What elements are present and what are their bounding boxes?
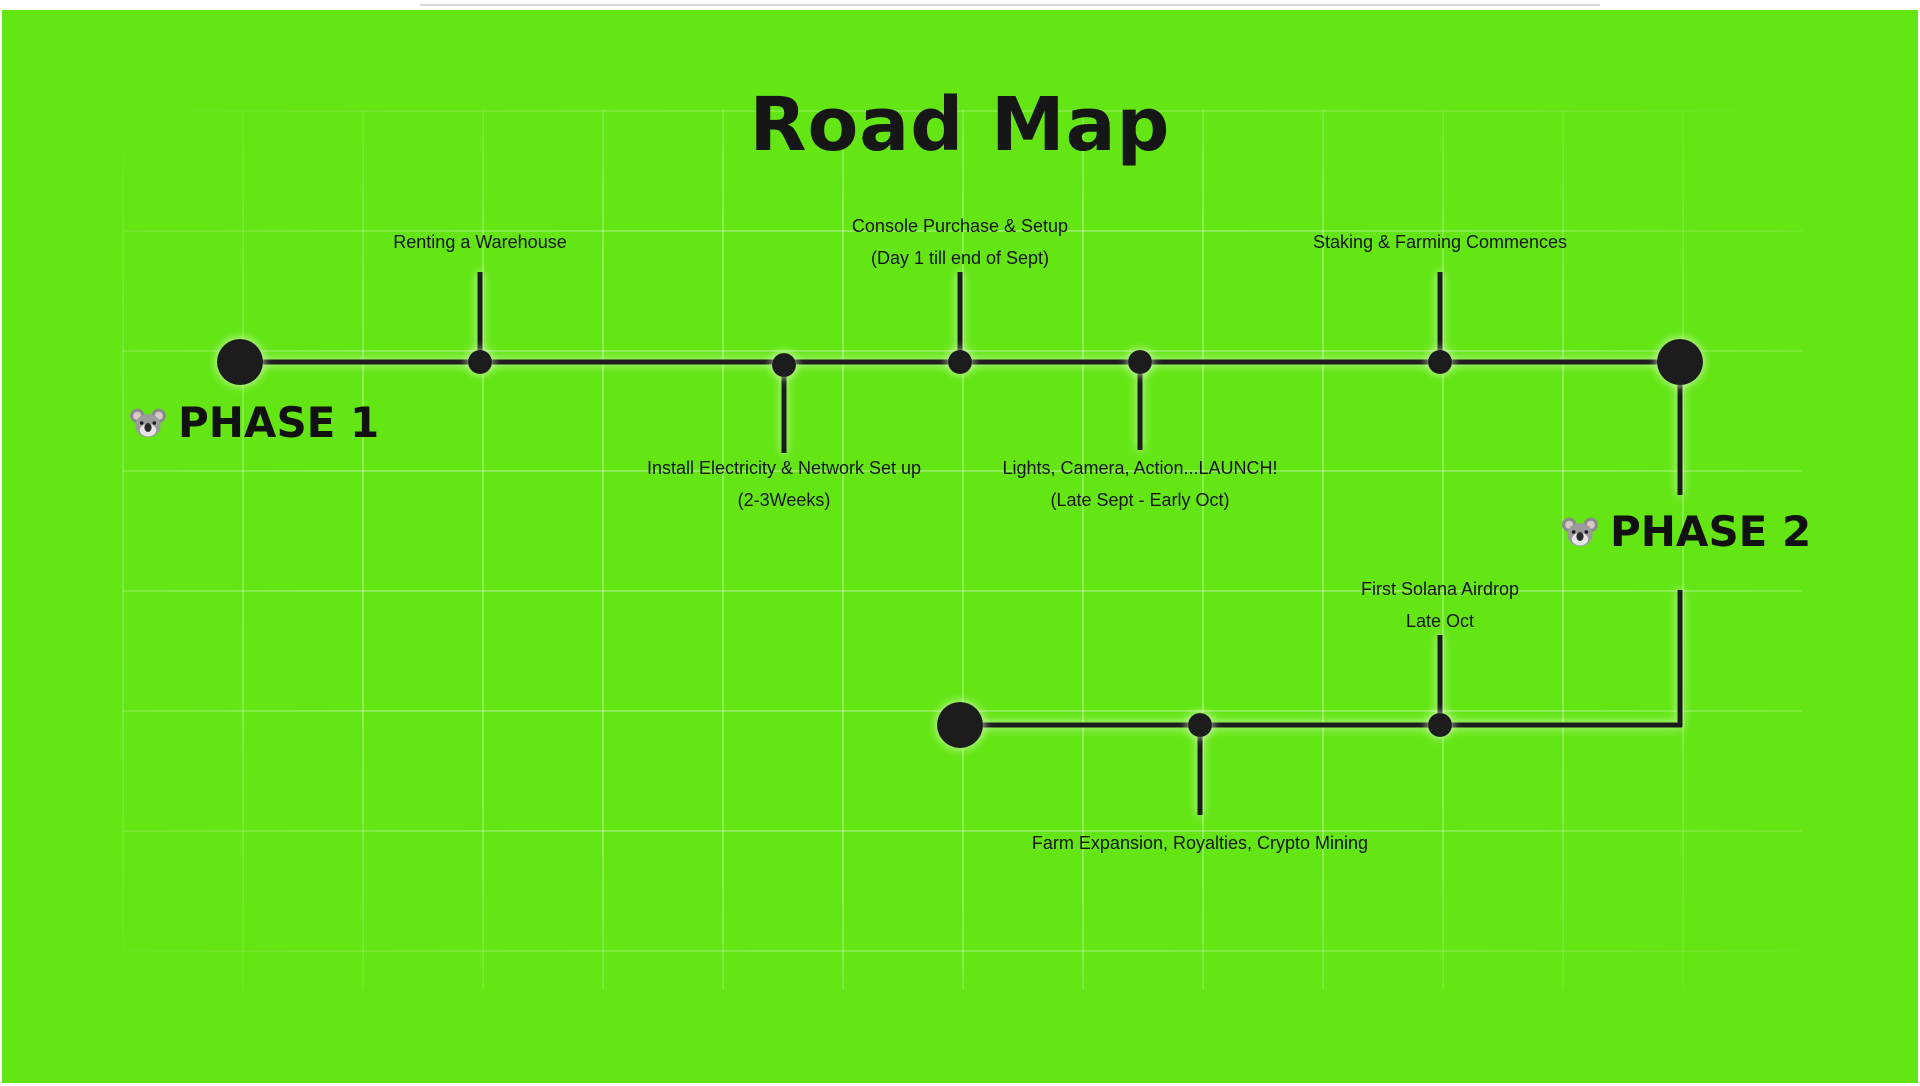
phase2-text: PHASE 2 — [1610, 507, 1812, 556]
milestone-label-warehouse: Renting a Warehouse — [393, 232, 567, 252]
milestone-node — [1128, 350, 1152, 374]
milestone-label-electricity: Install Electricity & Network Set up (2-… — [646, 458, 922, 510]
page-title: Road Map — [749, 82, 1171, 168]
milestone-label-console: Console Purchase & Setup (Day 1 till end… — [851, 216, 1069, 268]
phase1-text: PHASE 1 — [178, 398, 380, 447]
background-grid — [122, 110, 1802, 990]
koala-icon — [1562, 517, 1598, 546]
milestone-node — [1428, 350, 1452, 374]
milestone-node — [1188, 713, 1212, 737]
milestone-label-launch: Lights, Camera, Action...LAUNCH! (Late S… — [1002, 458, 1278, 510]
phase2-end-node — [937, 702, 983, 748]
top-divider — [420, 4, 1600, 6]
milestone-label-airdrop: First Solana Airdrop Late Oct — [1360, 579, 1520, 631]
phase2-label: PHASE 2 — [1562, 507, 1811, 556]
roadmap-board — [2, 10, 1918, 1083]
phase1-end-node — [1657, 339, 1703, 385]
milestone-label-staking: Staking & Farming Commences — [1312, 232, 1568, 252]
milestone-node — [772, 353, 796, 377]
milestone-node — [1428, 713, 1452, 737]
milestone-node — [948, 350, 972, 374]
milestone-label-expansion: Farm Expansion, Royalties, Crypto Mining — [1031, 833, 1369, 853]
koala-icon — [130, 408, 166, 437]
phase1-start-node — [217, 339, 263, 385]
milestone-node — [468, 350, 492, 374]
phase1-label: PHASE 1 — [130, 398, 379, 447]
